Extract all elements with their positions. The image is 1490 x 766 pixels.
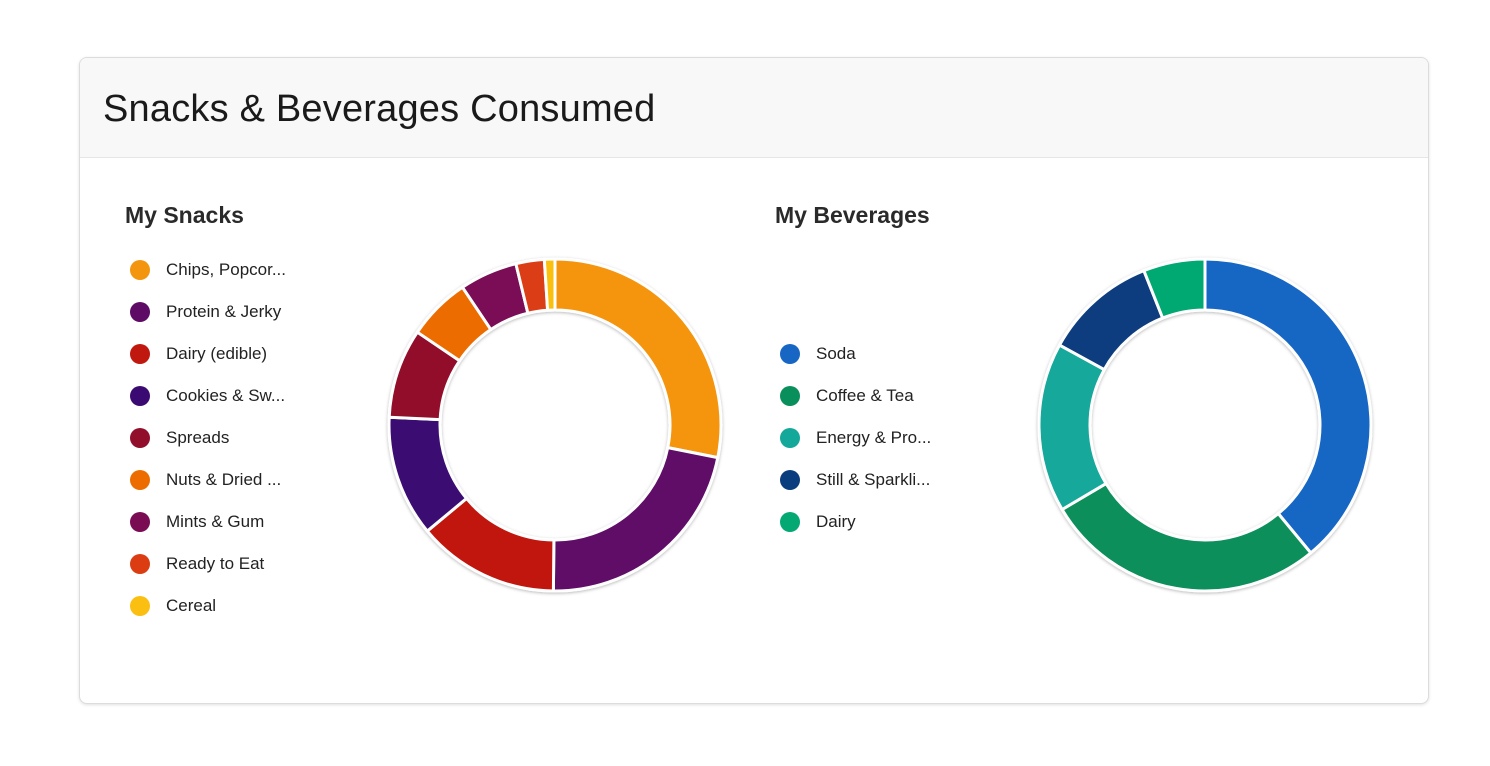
legend-swatch-icon — [780, 512, 800, 532]
legend-swatch-icon — [130, 344, 150, 364]
beverages-legend-item-still-sparkli[interactable]: Still & Sparkli... — [780, 459, 931, 501]
legend-swatch-icon — [130, 470, 150, 490]
card-header: Snacks & Beverages Consumed — [80, 58, 1428, 158]
beverages-slice-energy-pro[interactable] — [1037, 343, 1108, 512]
beverages-slice-soda[interactable] — [1203, 257, 1373, 555]
legend-label: Energy & Pro... — [816, 428, 932, 447]
snacks-legend-item-chips-popcor[interactable]: Chips, Popcor... — [130, 249, 286, 291]
beverages-legend-item-dairy[interactable]: Dairy — [780, 501, 931, 543]
legend-swatch-icon — [130, 428, 150, 448]
beverages-legend-item-soda[interactable]: Soda — [780, 333, 931, 375]
legend-label: Dairy — [816, 512, 856, 531]
snacks-legend-item-dairy-edible[interactable]: Dairy (edible) — [130, 333, 286, 375]
legend-swatch-icon — [780, 470, 800, 490]
snacks-slice-chips-popcor[interactable] — [553, 257, 723, 460]
legend-swatch-icon — [780, 428, 800, 448]
chart-card: Snacks & Beverages Consumed My Snacks Ch… — [79, 57, 1429, 704]
legend-label: Dairy (edible) — [166, 344, 268, 363]
legend-swatch-icon — [130, 260, 150, 280]
beverages-legend: Soda Coffee & Tea Energy & Pro... Still & S… — [780, 333, 931, 543]
snacks-legend-item-protein-jerky[interactable]: Protein & Jerky — [130, 291, 286, 333]
snacks-legend-item-cookies-sw[interactable]: Cookies & Sw... — [130, 375, 286, 417]
snacks-slice-protein-jerky[interactable] — [551, 446, 720, 593]
legend-swatch-icon — [130, 554, 150, 574]
snacks-panel: My Snacks Chips, Popcor... Protein & Jerk… — [80, 158, 730, 703]
beverages-donut-chart — [1037, 257, 1373, 593]
beverages-panel: My Beverages Soda Coffee & Tea Energy & Pr… — [730, 158, 1428, 703]
snacks-donut-chart — [387, 257, 723, 593]
beverages-legend-item-energy-pro[interactable]: Energy & Pro... — [780, 417, 931, 459]
legend-label: Protein & Jerky — [166, 302, 282, 321]
legend-label: Cereal — [166, 596, 217, 615]
snacks-legend-item-nuts-dried[interactable]: Nuts & Dried ... — [130, 459, 286, 501]
snacks-slice-cereal[interactable] — [542, 257, 557, 312]
legend-swatch-icon — [130, 302, 150, 322]
beverages-slice-coffee-tea[interactable] — [1060, 482, 1313, 593]
legend-label: Spreads — [166, 428, 230, 447]
snacks-chart-title: My Snacks — [125, 202, 244, 228]
legend-swatch-icon — [780, 386, 800, 406]
snacks-legend-item-ready-to-eat[interactable]: Ready to Eat — [130, 543, 286, 585]
snacks-legend: Chips, Popcor... Protein & Jerky Dairy (ed… — [130, 249, 286, 627]
legend-swatch-icon — [130, 512, 150, 532]
snacks-legend-item-cereal[interactable]: Cereal — [130, 585, 286, 627]
legend-label: Mints & Gum — [166, 512, 265, 531]
card-title: Snacks & Beverages Consumed — [103, 88, 656, 130]
beverages-chart-title: My Beverages — [775, 202, 930, 228]
legend-label: Coffee & Tea — [816, 386, 914, 405]
legend-label: Nuts & Dried ... — [166, 470, 282, 489]
legend-label: Chips, Popcor... — [166, 260, 287, 279]
legend-label: Cookies & Sw... — [166, 386, 286, 405]
legend-swatch-icon — [780, 344, 800, 364]
beverages-slice-still-sparkli[interactable] — [1058, 269, 1165, 372]
legend-swatch-icon — [130, 386, 150, 406]
legend-label: Still & Sparkli... — [816, 470, 931, 489]
beverages-slice-dairy[interactable] — [1142, 257, 1207, 320]
snacks-legend-item-spreads[interactable]: Spreads — [130, 417, 286, 459]
legend-label: Soda — [816, 344, 856, 363]
legend-label: Ready to Eat — [166, 554, 265, 573]
snacks-legend-item-mints-gum[interactable]: Mints & Gum — [130, 501, 286, 543]
beverages-legend-item-coffee-tea[interactable]: Coffee & Tea — [780, 375, 931, 417]
legend-swatch-icon — [130, 596, 150, 616]
